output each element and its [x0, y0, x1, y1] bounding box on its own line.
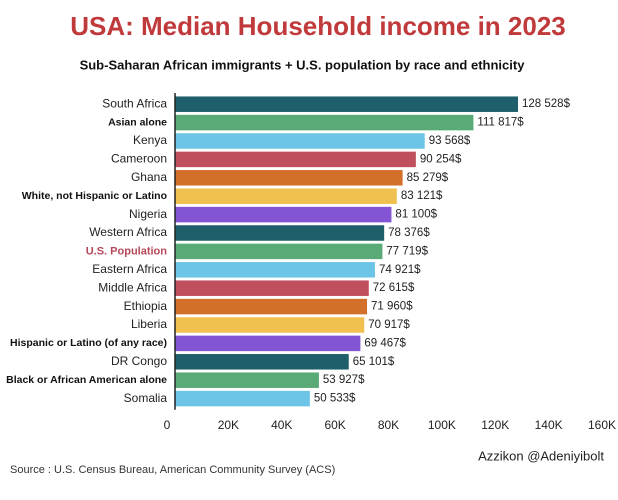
bar [175, 133, 425, 149]
bar [175, 298, 368, 315]
y-tick-label: Hispanic or Latino (of any race) [10, 337, 167, 349]
bar [175, 206, 392, 223]
value-label: 69 467$ [364, 337, 406, 349]
value-label: 83 121$ [401, 190, 443, 202]
x-tick-label: 60K [324, 418, 345, 432]
bar [175, 151, 416, 168]
chart-subtitle: Sub-Saharan African immigrants + U.S. po… [80, 57, 526, 72]
y-tick-label: Asian alone [108, 116, 167, 128]
bar [175, 390, 310, 407]
x-tick-label: 20K [218, 418, 239, 432]
x-tick-label: 80K [378, 418, 399, 432]
x-tick-label: 160K [588, 418, 616, 432]
x-tick-label: 100K [428, 418, 456, 432]
y-tick-label: South Africa [102, 96, 167, 110]
value-label: 111 817$ [477, 117, 524, 129]
bar [175, 243, 383, 260]
y-tick-label: Black or African American alone [6, 374, 167, 386]
value-label: 50 533$ [314, 393, 356, 405]
y-tick-label: Cameroon [111, 152, 167, 166]
value-label: 85 279$ [407, 172, 449, 184]
bar [175, 114, 474, 131]
value-label: 72 615$ [373, 282, 415, 294]
value-label: 65 101$ [353, 356, 395, 368]
credit: Azzikon @Adeniyibolt [478, 448, 604, 463]
x-tick-label: 40K [271, 418, 292, 432]
y-tick-label: Western Africa [89, 225, 167, 239]
chart-title: USA: Median Household income in 2023 [70, 11, 566, 41]
value-label: 81 100$ [395, 209, 437, 221]
bar [175, 262, 375, 278]
bar [175, 354, 349, 370]
y-tick-label: White, not Hispanic or Latino [22, 190, 167, 202]
bar [175, 280, 369, 296]
value-label: 70 917$ [368, 319, 410, 331]
bar [175, 225, 385, 241]
bar [175, 335, 361, 352]
y-tick-label: Middle Africa [98, 280, 167, 294]
value-label: 128 528$ [522, 98, 571, 110]
y-tick-label: Kenya [133, 133, 167, 147]
x-tick-label: 140K [535, 418, 563, 432]
bar [175, 317, 365, 333]
value-label: 90 254$ [420, 153, 462, 165]
value-label: 77 719$ [386, 245, 428, 257]
y-tick-label: Ethiopia [124, 299, 168, 313]
y-tick-label: Liberia [131, 317, 167, 331]
value-label: 53 927$ [323, 374, 365, 386]
x-tick-label: 0 [164, 418, 171, 432]
bar [175, 372, 319, 388]
value-label: 71 960$ [371, 301, 413, 313]
bar [175, 96, 519, 112]
source: Source : U.S. Census Bureau, American Co… [10, 464, 335, 476]
y-tick-label: Nigeria [129, 207, 167, 221]
value-label: 78 376$ [388, 227, 430, 239]
value-label: 74 921$ [379, 264, 421, 276]
y-tick-label: Ghana [131, 170, 167, 184]
value-label: 93 568$ [429, 135, 471, 147]
y-tick-label: DR Congo [111, 354, 167, 368]
y-tick-label: Eastern Africa [92, 262, 167, 276]
bar [175, 188, 397, 204]
y-tick-label: U.S. Population [86, 245, 168, 257]
y-tick-label: Somalia [124, 391, 168, 405]
bar [175, 170, 403, 186]
x-tick-label: 120K [481, 418, 509, 432]
